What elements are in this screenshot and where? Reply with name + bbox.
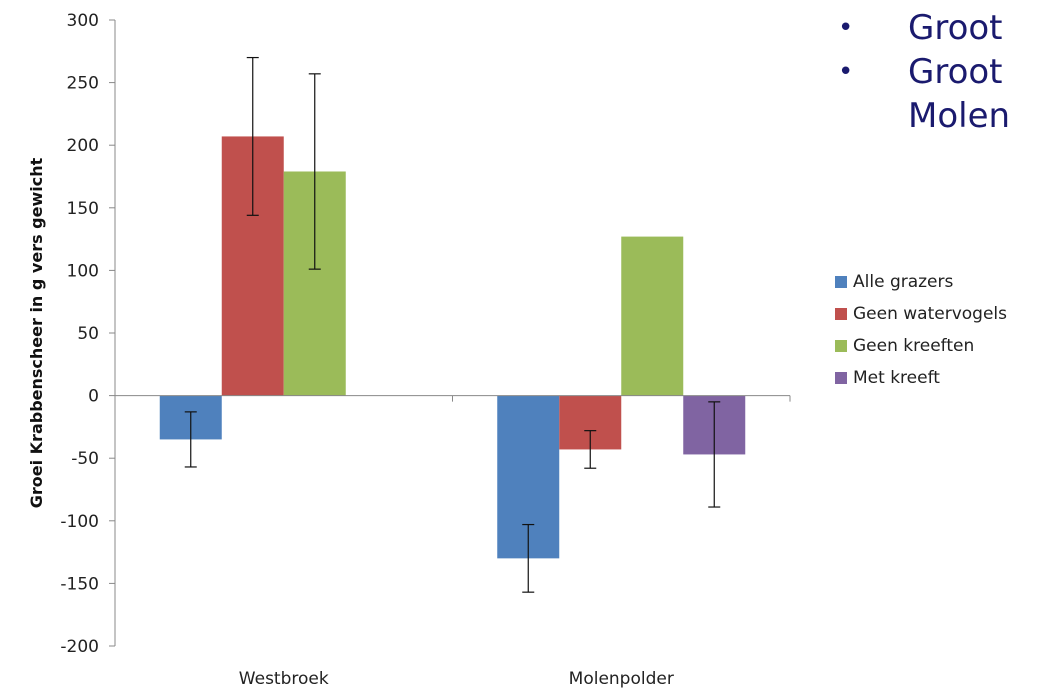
legend-label: Geen kreeften — [853, 336, 975, 356]
bar — [621, 236, 684, 396]
legend-item: Geen kreeften — [835, 330, 1007, 362]
bullet-list: • Groot • Groot Molen — [838, 6, 1040, 138]
legend-item: Met kreeft — [835, 362, 1007, 394]
bar-chart: 300 250 200 150 100 50 0 -50 -100 -150 -200 Westbr… — [27, 11, 791, 689]
legend-item: Alle grazers — [835, 266, 1007, 298]
x-axis: Westbroek Molenpolder — [115, 395, 791, 689]
legend: Alle grazers Geen watervogels Geen kreefte… — [835, 266, 1007, 394]
y-tick-label: -50 — [71, 449, 99, 469]
y-axis-label: Groei Krabbenscheer in g vers gewicht — [27, 157, 46, 508]
legend-swatch — [835, 276, 847, 288]
x-tick-label: Molenpolder — [569, 669, 674, 689]
y-tick-label: 100 — [67, 261, 99, 281]
legend-label: Met kreeft — [853, 368, 940, 388]
legend-label: Alle grazers — [853, 272, 954, 292]
y-tick-label: -150 — [60, 574, 99, 594]
y-tick-label: 150 — [67, 199, 99, 219]
x-tick-label: Westbroek — [239, 669, 329, 689]
legend-label: Geen watervogels — [853, 304, 1007, 324]
bars-group — [159, 56, 746, 593]
legend-swatch — [835, 308, 847, 320]
bullet-item-2: • Groot Molen — [838, 50, 1040, 138]
bullet-text: Groot — [908, 8, 1003, 48]
legend-swatch — [835, 372, 847, 384]
bullet-item-1: • Groot — [838, 6, 1040, 50]
y-tick-label: 50 — [77, 324, 99, 344]
legend-swatch — [835, 340, 847, 352]
bullet-symbol: • — [838, 13, 854, 43]
y-tick-label: -200 — [60, 637, 99, 657]
y-tick-label: -100 — [60, 512, 99, 532]
y-tick-label: 0 — [88, 387, 99, 407]
y-tick-label: 250 — [67, 74, 99, 94]
y-axis: 300 250 200 150 100 50 0 -50 -100 -150 -200 — [60, 11, 116, 657]
legend-item: Geen watervogels — [835, 298, 1007, 330]
bullet-text: Groot Molen — [908, 52, 1011, 136]
y-tick-label: 300 — [67, 11, 99, 31]
y-tick-label: 200 — [67, 136, 99, 156]
bullet-symbol: • — [838, 57, 854, 87]
